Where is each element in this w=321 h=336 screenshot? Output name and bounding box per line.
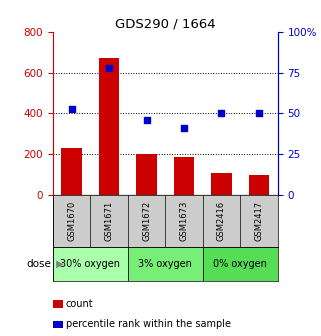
Bar: [128, 247, 203, 281]
Text: dose: dose: [27, 259, 51, 269]
Text: GSM1672: GSM1672: [142, 201, 151, 241]
Text: 0% oxygen: 0% oxygen: [213, 259, 267, 269]
Text: 30% oxygen: 30% oxygen: [60, 259, 120, 269]
Text: GSM2416: GSM2416: [217, 201, 226, 241]
Text: GSM1670: GSM1670: [67, 201, 76, 241]
Bar: [174, 157, 194, 195]
Point: [181, 125, 187, 131]
Bar: [99, 58, 119, 195]
Text: percentile rank within the sample: percentile rank within the sample: [66, 319, 231, 329]
Bar: [136, 154, 157, 195]
Bar: [203, 247, 278, 281]
Text: GSM2417: GSM2417: [255, 201, 264, 241]
Text: GSM1671: GSM1671: [105, 201, 114, 241]
Text: 3% oxygen: 3% oxygen: [138, 259, 192, 269]
Point: [219, 111, 224, 116]
Bar: [61, 148, 82, 195]
Point: [256, 111, 262, 116]
Title: GDS290 / 1664: GDS290 / 1664: [115, 18, 216, 31]
Point: [69, 106, 74, 111]
Bar: [211, 173, 232, 195]
Text: ▶: ▶: [53, 259, 64, 269]
Point: [107, 65, 112, 71]
Bar: [249, 174, 269, 195]
Bar: [53, 247, 128, 281]
Text: count: count: [66, 299, 93, 309]
Point: [144, 117, 149, 123]
Text: GSM1673: GSM1673: [179, 201, 188, 241]
